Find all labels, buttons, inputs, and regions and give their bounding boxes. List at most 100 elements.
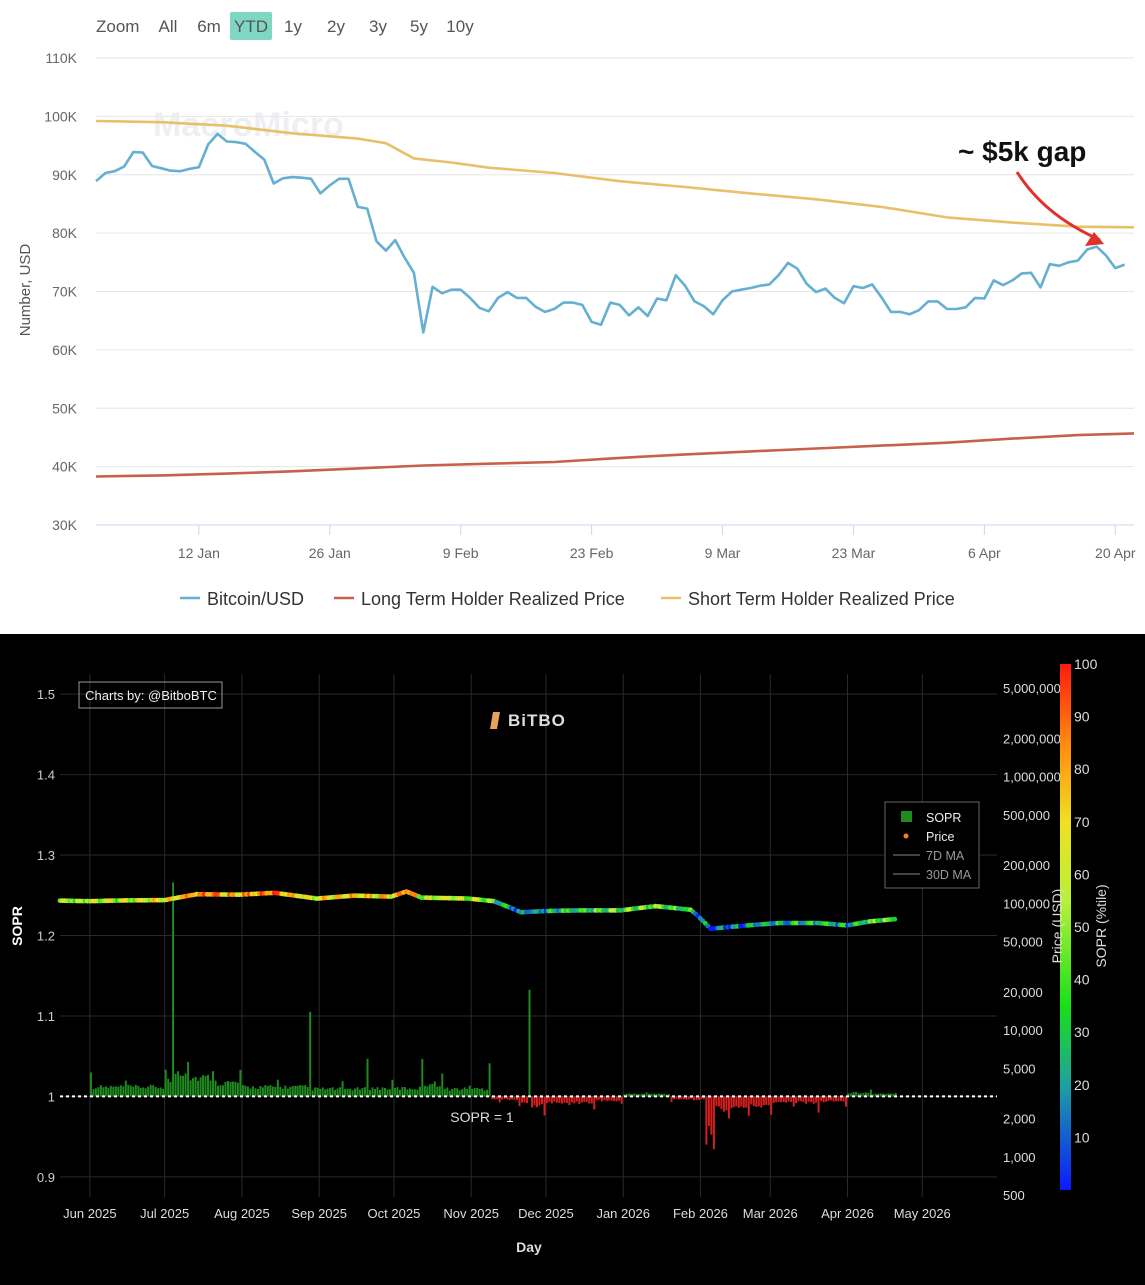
sopr-bar: [224, 1082, 227, 1097]
sopr-bar: [835, 1096, 837, 1102]
sopr-bar: [209, 1080, 212, 1097]
sopr-bar: [256, 1089, 259, 1097]
price-tick-label: 2,000: [1003, 1112, 1036, 1127]
x-tick-label: 6 Apr: [968, 545, 1001, 561]
sopr-bar: [817, 1096, 820, 1113]
zoom-btn-label: 3y: [369, 17, 387, 36]
sopr-bar: [251, 1086, 254, 1097]
price-tick-label: 1,000,000: [1003, 770, 1061, 785]
sopr-bar: [613, 1096, 616, 1102]
sopr-bar: [695, 1096, 698, 1101]
legend-item-price[interactable]: Price: [903, 830, 955, 844]
y-tick-label: 100K: [44, 108, 77, 124]
sopr-bar: [286, 1088, 289, 1097]
sopr-bar: [284, 1085, 287, 1097]
sopr-bar: [578, 1096, 581, 1104]
sopr-bar: [496, 1096, 499, 1100]
sopr-bar: [757, 1096, 760, 1107]
sopr-bar: [219, 1085, 222, 1097]
sopr-bar: [189, 1080, 192, 1097]
sopr-bar: [137, 1086, 140, 1097]
sopr-bar: [234, 1081, 237, 1097]
sopr-bar: [279, 1086, 282, 1097]
sopr-bar: [645, 1092, 648, 1097]
sopr-bar: [732, 1096, 735, 1108]
legend-label: 30D MA: [926, 868, 972, 882]
legend-item-30d-ma[interactable]: 30D MA: [893, 868, 972, 882]
colorbar-tick-label: 80: [1074, 761, 1090, 777]
x-tick-label: Nov 2025: [443, 1206, 499, 1221]
sopr-bar: [476, 1088, 479, 1097]
sopr-tick-label: 1: [48, 1089, 55, 1104]
sopr-bar: [481, 1088, 484, 1097]
sopr-bar: [640, 1093, 643, 1097]
colorbar-tick-label: 30: [1074, 1024, 1090, 1040]
sopr-bar: [114, 1086, 117, 1097]
sopr-bar: [822, 1096, 825, 1103]
sopr-bar: [486, 1089, 489, 1097]
zoom-btn-10y[interactable]: 10y: [446, 17, 474, 36]
legend-swatch: [903, 833, 909, 839]
sopr-bar: [565, 1096, 568, 1103]
zoom-btn-5y[interactable]: 5y: [410, 17, 428, 36]
y-tick-label: 50K: [52, 400, 78, 416]
zoom-btn-2y[interactable]: 2y: [327, 17, 345, 36]
sopr-bar: [144, 1088, 147, 1097]
zoom-btn-all[interactable]: All: [159, 17, 178, 36]
sopr-bar: [184, 1073, 187, 1097]
legend-item-short-term-holder-realized-price[interactable]: Short Term Holder Realized Price: [661, 589, 955, 609]
sopr-bar: [558, 1096, 561, 1103]
zoom-btn-label: All: [159, 17, 178, 36]
sopr-bar: [673, 1096, 675, 1100]
sopr-bar: [635, 1094, 638, 1097]
sopr-bar: [341, 1081, 344, 1097]
credit-box: [78, 681, 223, 709]
sopr-bar: [827, 1096, 830, 1101]
sopr-bar: [683, 1096, 685, 1100]
sopr-bar: [408, 1088, 411, 1097]
x-tick-label: May 2026: [894, 1206, 951, 1221]
sopr-bar: [872, 1094, 875, 1097]
x-tick-label: Apr 2026: [821, 1206, 874, 1221]
sopr-bar: [142, 1087, 145, 1097]
zoom-btn-1y[interactable]: 1y: [284, 17, 302, 36]
sopr-bar: [172, 882, 175, 1097]
zoom-btn-6m[interactable]: 6m: [197, 17, 221, 36]
sopr-bar: [229, 1081, 232, 1097]
x-axis-title: Day: [516, 1239, 542, 1255]
y-tick-label: 90K: [52, 167, 78, 183]
sopr-bar: [491, 1096, 494, 1100]
sopr-one-label: SOPR = 1: [450, 1109, 514, 1125]
legend-label: 7D MA: [926, 849, 965, 863]
sopr-bar: [541, 1096, 543, 1105]
sopr-bar: [456, 1088, 459, 1097]
legend-item-long-term-holder-realized-price[interactable]: Long Term Holder Realized Price: [334, 589, 625, 609]
legend-item-7d-ma[interactable]: 7D MA: [893, 849, 965, 863]
sopr-bar: [329, 1088, 332, 1097]
sopr-bar: [531, 1096, 533, 1108]
legend-item-bitcoin-usd[interactable]: Bitcoin/USD: [180, 589, 304, 609]
sopr-bar: [119, 1085, 122, 1097]
sopr-bar: [379, 1089, 381, 1097]
sopr-bar: [600, 1096, 603, 1102]
x-tick-label: 23 Mar: [832, 545, 876, 561]
sopr-bar: [441, 1073, 444, 1097]
sopr-bar: [859, 1093, 862, 1097]
sopr-bar: [658, 1093, 661, 1097]
sopr-axis-title: SOPR: [9, 906, 25, 946]
sopr-bar: [406, 1089, 409, 1097]
zoom-btn-ytd[interactable]: YTD: [230, 12, 272, 40]
sopr-bar: [842, 1096, 845, 1102]
sopr-bar: [837, 1096, 840, 1102]
sopr-bar: [707, 1096, 710, 1127]
sopr-bar: [376, 1087, 379, 1097]
sopr-bar: [889, 1093, 892, 1097]
zoom-btn-3y[interactable]: 3y: [369, 17, 387, 36]
sopr-tick-label: 1.3: [37, 848, 55, 863]
legend-label: SOPR: [926, 811, 961, 825]
price-point: [892, 916, 898, 922]
legend-item-sopr[interactable]: SOPR: [901, 811, 961, 825]
sopr-bar: [760, 1096, 763, 1108]
y-tick-label: 30K: [52, 517, 78, 533]
sopr-bar: [431, 1084, 434, 1097]
